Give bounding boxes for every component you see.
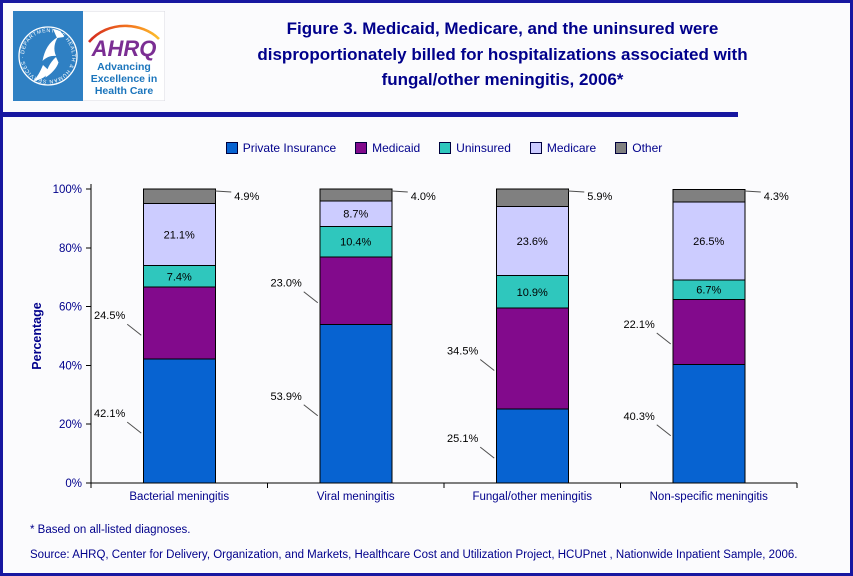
value-label: 4.9% [234,191,259,203]
value-label: 10.4% [340,237,371,249]
legend-item: Private Insurance [225,141,337,155]
legend-label: Medicaid [372,141,421,155]
bar-segment [495,307,569,410]
value-label: 10.9% [517,287,548,299]
legend-item: Medicare [529,141,597,155]
value-label: 53.9% [271,391,302,403]
legend-swatch-icon [439,142,452,154]
leader-line [303,404,319,417]
value-label: 22.1% [624,319,655,331]
bar-segment [672,299,746,366]
value-label: 8.7% [343,209,368,221]
chart-legend: Private Insurance Medicaid Uninsured Medica… [91,141,797,155]
category-label: Fungal/other meningitis [472,491,592,503]
stacked-bar-chart: 0% 20% 40% 60% 80% 100% Percentage 42.1% 24.5% 7.… [30,184,798,503]
leader-line [656,424,672,437]
figure-title: Figure 3. Medicaid, Medicare, and the un… [173,16,832,93]
leader-line [303,291,319,304]
ahrq-logo-graphic: DEPARTMENT OF HEALTH & HUMAN SERVICES · … [11,7,166,102]
figure-title-line-1: Figure 3. Medicaid, Medicare, and the un… [286,19,719,38]
ahrq-logo: DEPARTMENT OF HEALTH & HUMAN SERVICES · … [11,7,166,102]
bar-segment [495,205,569,277]
value-label: 21.1% [164,229,195,241]
footnote-source: Source: AHRQ, Center for Delivery, Organ… [30,549,798,561]
y-tick-label: 60% [59,302,82,314]
bar-segment [319,256,393,326]
legend-item: Medicaid [355,141,420,155]
y-axis-title: Percentage [30,302,44,369]
value-label: 26.5% [693,236,724,248]
bar-segment [142,286,216,360]
leader-line [479,359,495,371]
legend-label: Other [632,141,663,155]
leader-line [126,421,142,434]
value-label: 23.0% [271,278,302,290]
y-tick-label: 80% [59,243,82,255]
bar-segment [319,200,393,227]
bar-segment [672,364,746,484]
value-label: 40.3% [624,411,655,423]
legend-swatch-icon [529,142,542,154]
y-tick-label: 0% [65,478,82,490]
svg-text:Excellence in: Excellence in [91,73,158,85]
value-label: 6.7% [696,285,721,297]
bar-segment [495,408,569,484]
bar-segment [319,188,393,202]
legend-item: Other [615,141,662,155]
legend-label: Private Insurance [242,141,337,155]
leader-line [568,190,585,193]
bar-segment [142,188,216,204]
bar-segment [672,188,746,203]
legend-swatch-icon [225,142,238,154]
value-label: 23.6% [517,236,548,248]
value-label: 4.3% [764,191,789,203]
legend-swatch-icon [355,142,368,154]
y-tick-label: 100% [53,184,82,196]
figure-title-line-2: disproportionately billed for hospitaliz… [257,44,748,64]
footnote-diagnoses: * Based on all-listed diagnoses. [30,524,191,536]
category-label: Non-specific meningitis [650,491,768,503]
value-label: 34.5% [447,345,478,357]
y-tick-label: 40% [59,360,82,372]
category-label: Viral meningitis [317,491,395,503]
legend-label: Uninsured [456,141,511,155]
bar-segment [495,188,569,207]
value-label: 5.9% [587,191,612,203]
bar-segment [495,275,569,309]
hhs-eagle-icon [33,29,64,81]
value-label: 7.4% [167,271,192,283]
header-divider [3,112,738,117]
legend-label: Medicare [546,141,597,155]
figure-title-line-3: fungal/other meningitis, 2006* [381,70,624,89]
bar-segment [142,358,216,484]
value-label: 42.1% [94,408,125,420]
bar-segment [319,225,393,258]
category-label: Bacterial meningitis [129,491,229,503]
hhs-seal-ring-icon [18,26,78,86]
logo-tagline: Advancing Excellence in Health Care [91,61,158,97]
leader-line [479,446,495,459]
value-label: 25.1% [447,433,478,445]
bar-segment [672,201,746,281]
bar-segment [319,324,393,484]
leader-line [391,190,408,193]
leader-line [126,323,142,336]
value-label: 24.5% [94,310,125,322]
legend-swatch-icon [615,142,628,154]
leader-line [656,332,672,345]
value-label: 4.0% [411,191,436,203]
leader-line [215,190,232,193]
svg-text:Health Care: Health Care [95,85,154,97]
legend-item: Uninsured [439,141,511,155]
y-tick-label: 20% [59,419,82,431]
svg-text:Advancing: Advancing [97,61,151,73]
logo-brand-text: AHRQ [91,36,157,61]
leader-line [744,190,761,193]
logo-swoosh-icon [88,24,160,43]
